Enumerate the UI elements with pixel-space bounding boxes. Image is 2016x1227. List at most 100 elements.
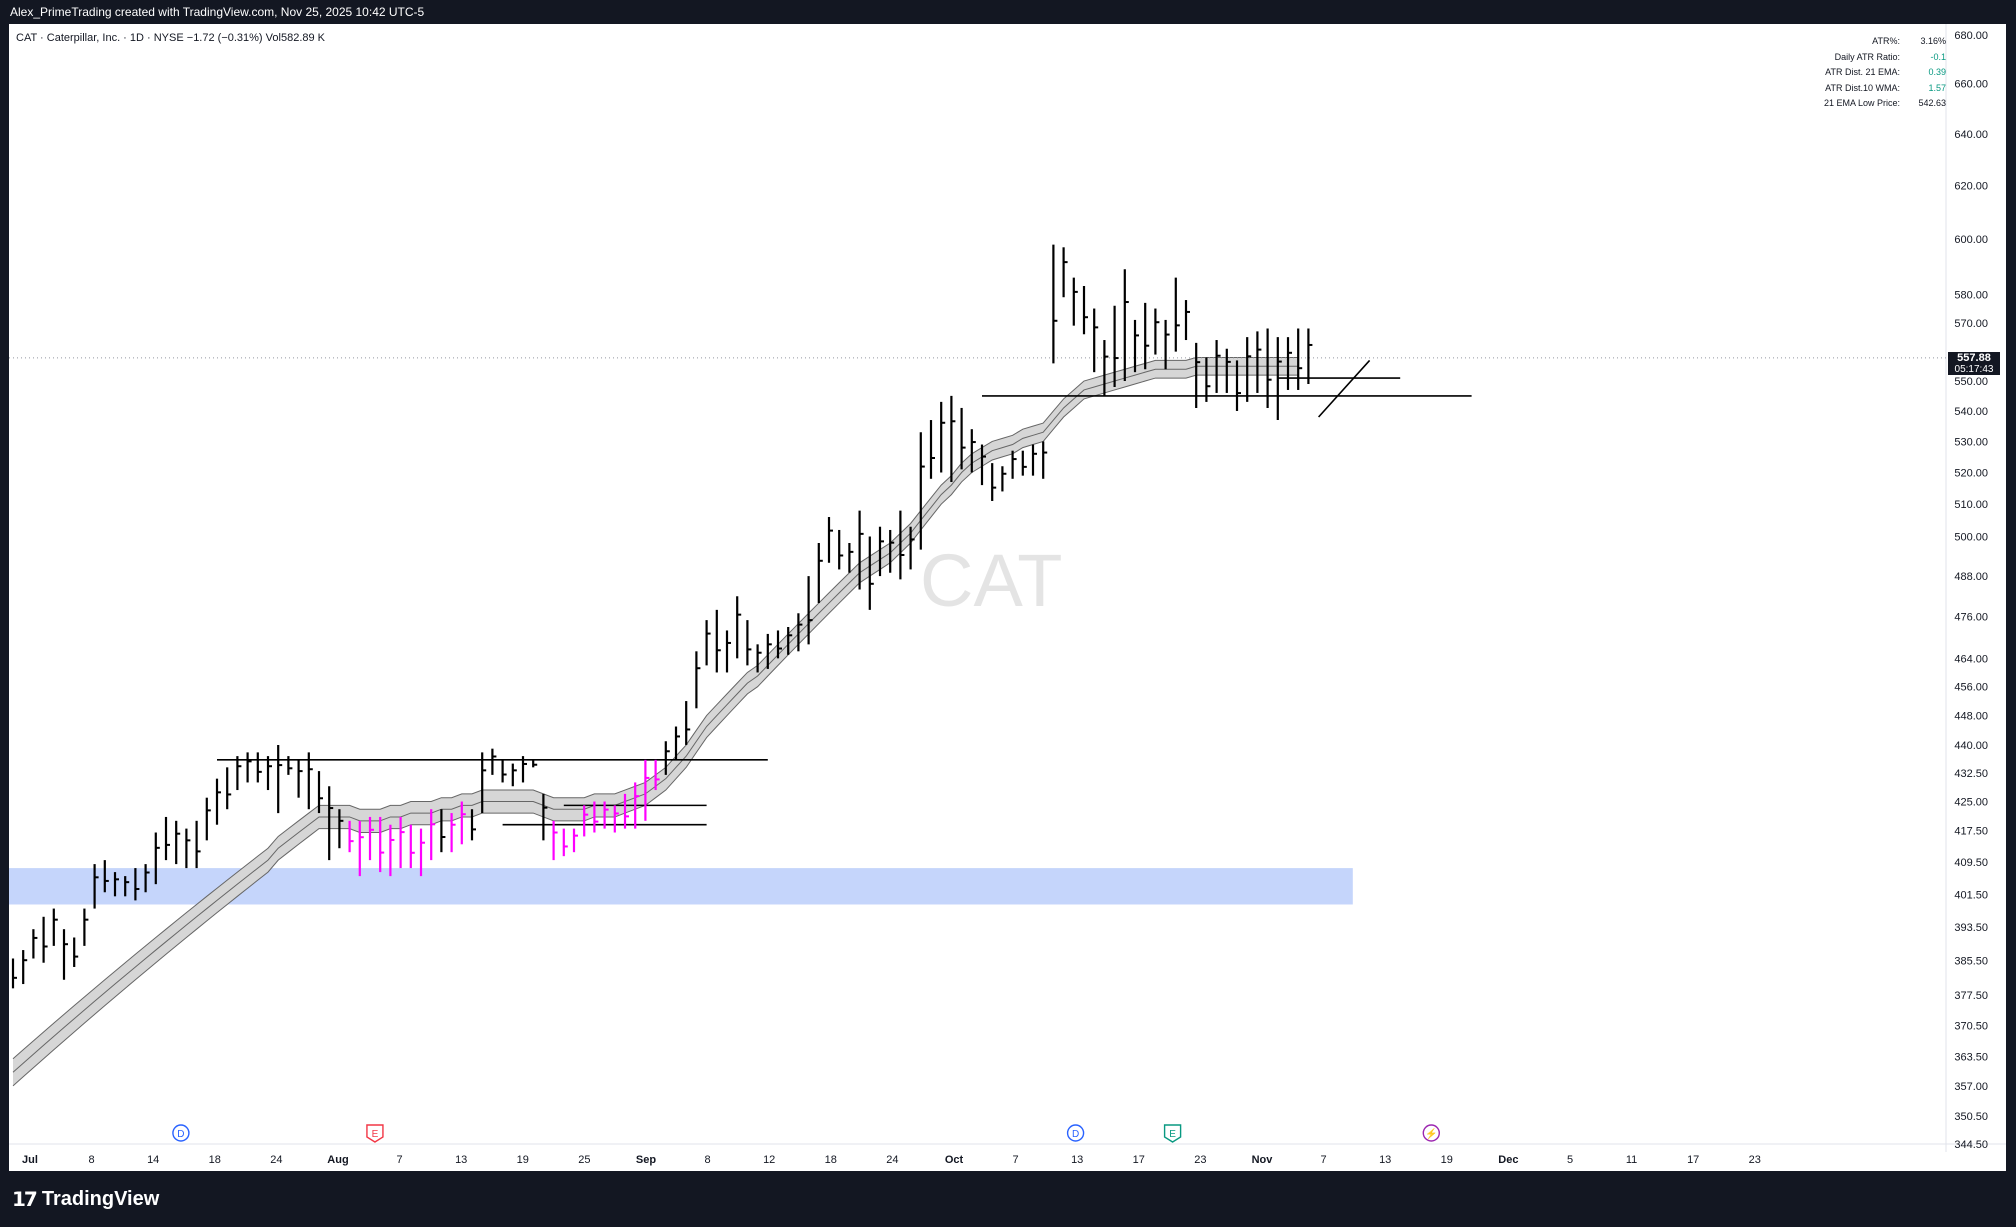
indicator-value: 542.63: [1918, 98, 1946, 108]
indicator-row: Daily ATR Ratio: -0.1: [1810, 50, 1946, 66]
ohlc-bar: [725, 630, 731, 673]
ohlc-bar: [756, 644, 762, 673]
time-tick-label: 13: [455, 1154, 467, 1166]
indicator-row: ATR%: 3.16%: [1810, 34, 1946, 50]
time-tick-label: Aug: [327, 1154, 348, 1166]
last-price-value: 557.88: [1957, 352, 1991, 364]
ema-band-lower-line: [12, 374, 1299, 1087]
ema-band-fill: [13, 357, 1299, 1086]
ohlc-bar: [1154, 308, 1160, 355]
ohlc-bar: [1133, 319, 1139, 373]
legend-symbol: CAT · Caterpillar, Inc. · 1D · NYSE: [16, 32, 184, 44]
ohlc-bar: [297, 759, 303, 798]
dividend-marker: D: [172, 1124, 190, 1142]
ohlc-bar: [970, 429, 976, 473]
ohlc-bar: [358, 820, 364, 877]
ohlc-bar: [1093, 308, 1099, 373]
indicator-value: 0.39: [1928, 67, 1946, 77]
time-tick-label: 23: [1194, 1154, 1206, 1166]
time-tick-label: 14: [147, 1154, 159, 1166]
event-markers-layer: D E D E ⚡: [172, 1124, 1440, 1143]
earnings_past-marker: E: [366, 1124, 384, 1143]
price-tick-label: 370.50: [1954, 1020, 1988, 1032]
ohlc-bar: [1174, 277, 1180, 352]
ohlc-bar: [1082, 286, 1088, 335]
ohlc-bar: [1225, 348, 1231, 393]
time-tick-label: Dec: [1498, 1154, 1518, 1166]
price-tick-label: 510.00: [1954, 499, 1988, 511]
legend-volume: Vol582.89 K: [265, 32, 326, 44]
ohlc-bar: [674, 726, 680, 760]
ohlc-bar: [185, 828, 191, 869]
ohlc-bar: [1072, 277, 1078, 326]
marker-shape: [1163, 1124, 1182, 1143]
right-frame-edge: [2006, 24, 2016, 1171]
ohlc-bar: [62, 929, 68, 980]
ohlc-bar: [399, 816, 405, 869]
ohlc-bar: [766, 633, 772, 669]
ohlc-bar: [1052, 244, 1058, 364]
price-tick-label: 476.00: [1954, 612, 1988, 624]
marker-letter: E: [372, 1129, 379, 1140]
price-tick-label: 350.50: [1954, 1111, 1988, 1123]
indicator-value: 3.16%: [1920, 36, 1946, 46]
ohlc-bar: [440, 809, 446, 853]
ohlc-bar: [409, 824, 415, 869]
diagonal-trendline: [1318, 359, 1371, 418]
ohlc-bar: [1144, 302, 1150, 370]
price-tick-label: 377.50: [1954, 990, 1988, 1002]
time-tick-label: 12: [763, 1154, 775, 1166]
price-tick-label: 448.00: [1954, 711, 1988, 723]
ohlc-bar: [746, 620, 752, 666]
ohlc-bar: [1205, 357, 1211, 402]
ohlc-bar: [950, 395, 956, 482]
price-tick-label: 570.00: [1954, 318, 1988, 330]
price-tick-label: 640.00: [1954, 129, 1988, 141]
symbol-watermark: CAT: [920, 539, 1063, 622]
ohlc-bar: [1307, 328, 1313, 385]
ohlc-bar: [1256, 331, 1262, 393]
ohlc-bar: [776, 630, 782, 659]
legend-change: −1.72 (−0.31%): [186, 32, 263, 44]
ohlc-bars-layer: [11, 244, 1313, 989]
ohlc-bar: [787, 627, 793, 655]
ohlc-bar: [1113, 305, 1119, 387]
ohlc-bar: [919, 432, 925, 550]
price-tick-label: 488.00: [1954, 571, 1988, 583]
ohlc-bar: [430, 809, 436, 861]
price-tick-label: 464.00: [1954, 653, 1988, 665]
time-tick-label: 8: [89, 1154, 95, 1166]
time-axis[interactable]: Jul 8 14 18 24 Aug 7 13 19 25 Sep 8 12 18 24 Oct 7 13 17 23…: [22, 1154, 1761, 1166]
marker-shape: [366, 1124, 384, 1143]
ohlc-bar: [22, 950, 28, 985]
ohlc-bar: [328, 786, 334, 861]
price-tick-label: 540.00: [1954, 406, 1988, 418]
marker-letter: D: [177, 1129, 184, 1140]
ohlc-bar: [715, 609, 721, 673]
ohlc-bar: [583, 805, 589, 837]
ohlc-bar: [338, 809, 344, 849]
ohlc-bar: [154, 832, 160, 885]
ohlc-bar: [644, 759, 650, 821]
ohlc-bar: [1103, 340, 1109, 396]
price-axis[interactable]: 680.00 660.00 640.00 620.00 600.00 580.00 570.…: [1954, 30, 1988, 1151]
ohlc-bar: [164, 816, 170, 861]
price-tick-label: 550.00: [1954, 376, 1988, 388]
time-tick-label: 24: [270, 1154, 282, 1166]
ema-band-upper-line: [12, 356, 1299, 1060]
time-tick-label: 17: [1133, 1154, 1145, 1166]
ohlc-bar: [379, 816, 385, 873]
ohlc-bar: [205, 797, 211, 841]
time-tick-label: Nov: [1252, 1154, 1274, 1166]
ohlc-bar: [348, 820, 354, 853]
earnings_future-marker: E: [1163, 1124, 1182, 1143]
time-tick-label: 13: [1379, 1154, 1391, 1166]
ohlc-bar: [552, 820, 558, 861]
time-tick-label: 7: [397, 1154, 403, 1166]
ohlc-bar: [1011, 450, 1017, 479]
dividend-marker: D: [1066, 1124, 1085, 1142]
ohlc-bar: [246, 752, 252, 783]
ohlc-bar: [317, 771, 323, 814]
marker-shape: [1422, 1124, 1440, 1142]
